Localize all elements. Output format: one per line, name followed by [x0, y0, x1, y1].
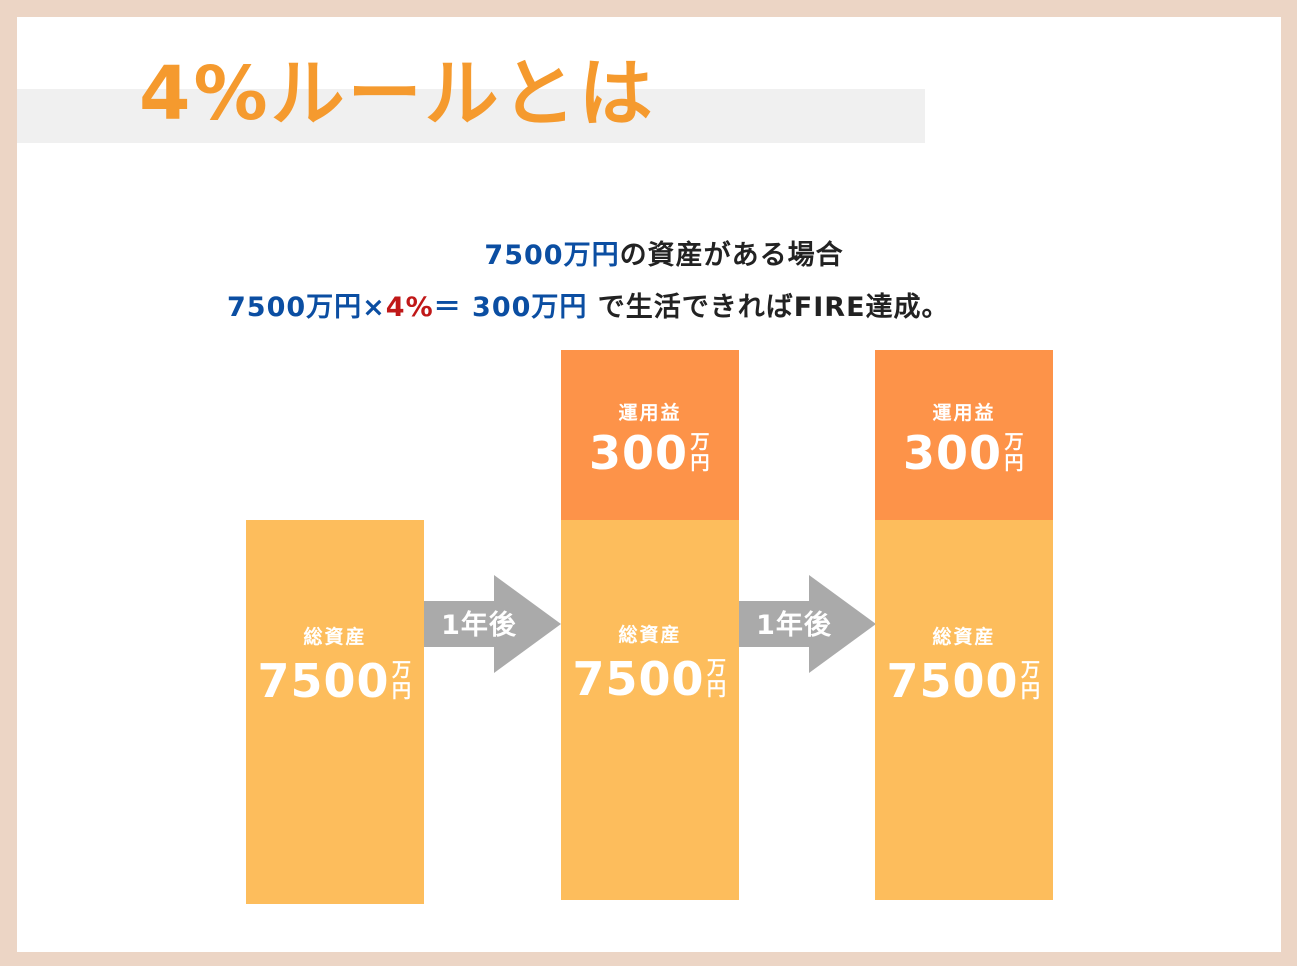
investment-gain-label: 運用益 [932, 402, 996, 424]
unit-yen: 円 [392, 680, 412, 702]
page-title: 4%ルールとは [139, 51, 656, 137]
unit-man: 万 [1021, 659, 1041, 681]
arrow-label: 1年後 [441, 610, 517, 641]
currency-unit: 万円 [1020, 660, 1042, 702]
total-assets-label: 総資産 [303, 626, 367, 648]
total-assets-amount: 7500 万円 [246, 654, 424, 708]
unit-man: 万 [707, 657, 727, 679]
one-year-arrow: 1年後 [424, 575, 564, 673]
unit-yen: 円 [1021, 680, 1041, 702]
asset-amount: 7500万円 [484, 240, 620, 271]
total-assets-bar: 総資産 7500 万円 [246, 520, 424, 904]
multiply-sign: × [362, 292, 386, 323]
unit-yen: 円 [690, 452, 710, 474]
slide: 4%ルールとは 7500万円の資産がある場合 7500万円×4%＝ 300万円 … [17, 17, 1281, 952]
arrow-label: 1年後 [756, 610, 832, 641]
total-assets-bar: 総資産 7500 万円 [875, 520, 1053, 900]
unit-yen: 円 [1004, 452, 1024, 474]
formula-asset: 7500万円 [227, 292, 363, 323]
total-assets-bar: 総資産 7500 万円 [561, 520, 739, 900]
investment-gain-value: 300 [902, 426, 1003, 480]
total-assets-value: 7500 [257, 654, 390, 708]
total-assets-amount: 7500 万円 [875, 654, 1053, 708]
equals-sign: ＝ [433, 292, 473, 323]
currency-unit: 万円 [391, 660, 413, 702]
withdrawal-rate: 4% [385, 292, 434, 323]
formula-line: 7500万円×4%＝ 300万円 で生活できればFIRE達成。 [227, 285, 950, 324]
unit-man: 万 [392, 659, 412, 681]
investment-gain-amount: 300 万円 [875, 426, 1053, 480]
formula-conclusion: で生活できればFIRE達成。 [587, 292, 950, 323]
unit-man: 万 [1004, 431, 1024, 453]
total-assets-value: 7500 [572, 652, 705, 706]
arrow-right-icon [424, 575, 561, 673]
investment-gain-value: 300 [588, 426, 689, 480]
currency-unit: 万円 [706, 658, 728, 700]
condition-text: の資産がある場合 [619, 240, 844, 271]
currency-unit: 万円 [1003, 432, 1025, 474]
total-assets-amount: 7500 万円 [561, 652, 739, 706]
unit-man: 万 [690, 431, 710, 453]
currency-unit: 万円 [689, 432, 711, 474]
arrow-right-icon [739, 575, 876, 673]
condition-line: 7500万円の資産がある場合 [17, 233, 1281, 272]
total-assets-label: 総資産 [932, 626, 996, 648]
investment-gain-bar: 運用益 300 万円 [561, 350, 739, 520]
formula-result: 300万円 [472, 292, 588, 323]
unit-yen: 円 [707, 678, 727, 700]
total-assets-label: 総資産 [618, 624, 682, 646]
total-assets-value: 7500 [886, 654, 1019, 708]
investment-gain-amount: 300 万円 [561, 426, 739, 480]
one-year-arrow: 1年後 [739, 575, 879, 673]
investment-gain-bar: 運用益 300 万円 [875, 350, 1053, 520]
title-band [17, 89, 925, 143]
investment-gain-label: 運用益 [618, 402, 682, 424]
